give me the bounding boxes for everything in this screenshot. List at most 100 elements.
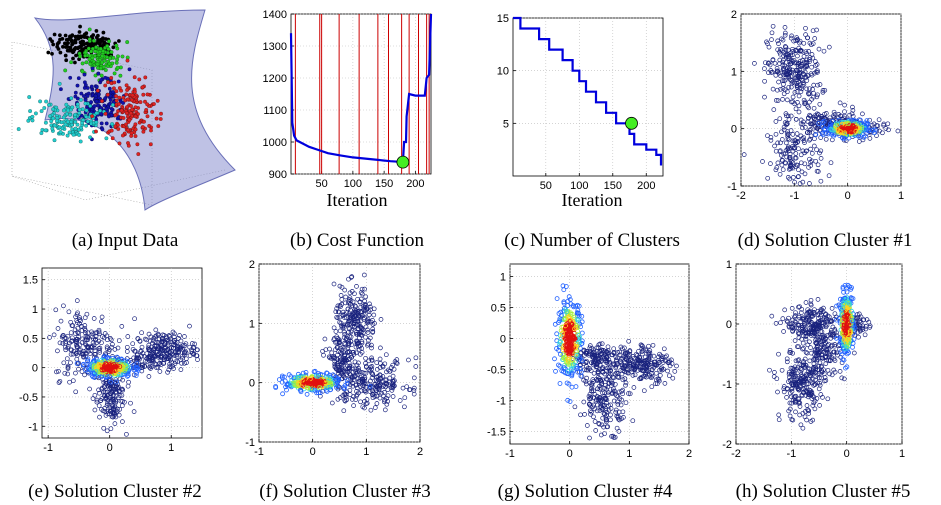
data-point bbox=[51, 116, 56, 121]
data-point bbox=[782, 77, 788, 83]
data-point bbox=[796, 174, 801, 179]
data-point bbox=[776, 79, 781, 85]
data-point bbox=[762, 78, 767, 84]
caption-b: (b) Cost Function bbox=[290, 230, 425, 251]
data-point bbox=[804, 51, 810, 56]
data-point bbox=[141, 129, 146, 134]
data-point bbox=[75, 83, 80, 88]
data-point bbox=[789, 33, 794, 39]
data-point bbox=[129, 133, 134, 138]
data-point bbox=[810, 28, 816, 34]
data-point bbox=[106, 80, 110, 85]
data-point bbox=[73, 45, 78, 50]
data-point bbox=[85, 35, 89, 40]
y-tick-label: 1 bbox=[726, 259, 732, 271]
data-point bbox=[779, 36, 784, 42]
data-point bbox=[817, 82, 823, 87]
data-point bbox=[120, 54, 125, 59]
data-point bbox=[121, 95, 126, 100]
data-point bbox=[38, 99, 42, 104]
data-point bbox=[784, 113, 789, 119]
data-point bbox=[794, 162, 800, 168]
data-point bbox=[94, 120, 99, 125]
data-point bbox=[895, 128, 901, 134]
data-point bbox=[796, 167, 801, 173]
data-point bbox=[801, 54, 807, 59]
data-point bbox=[791, 38, 797, 44]
data-point bbox=[115, 57, 119, 62]
data-point bbox=[69, 96, 74, 101]
data-point bbox=[810, 87, 815, 92]
data-point bbox=[790, 144, 795, 149]
data-point bbox=[881, 122, 886, 128]
data-point bbox=[140, 125, 145, 129]
data-point bbox=[95, 103, 100, 108]
data-point bbox=[58, 130, 63, 135]
data-point bbox=[90, 114, 94, 119]
data-point bbox=[842, 109, 847, 115]
data-point bbox=[110, 102, 115, 107]
data-point bbox=[150, 109, 155, 114]
data-point bbox=[78, 54, 82, 59]
data-point bbox=[109, 75, 114, 80]
data-point bbox=[880, 130, 885, 136]
y-tick-label: 0.5 bbox=[491, 302, 506, 314]
data-point bbox=[78, 97, 83, 102]
data-point bbox=[819, 114, 824, 120]
data-point bbox=[49, 119, 54, 124]
data-point bbox=[804, 86, 810, 92]
data-point bbox=[125, 88, 129, 92]
data-point bbox=[818, 178, 824, 184]
data-point bbox=[103, 68, 108, 72]
data-point bbox=[114, 89, 119, 94]
data-point bbox=[127, 118, 132, 122]
data-point bbox=[794, 67, 800, 73]
data-point bbox=[797, 63, 803, 69]
data-point bbox=[786, 166, 792, 172]
data-point bbox=[39, 131, 44, 136]
data-point bbox=[71, 56, 75, 61]
data-point bbox=[125, 40, 130, 44]
data-point bbox=[807, 129, 812, 135]
data-point bbox=[768, 68, 774, 73]
data-point bbox=[815, 92, 820, 98]
data-point bbox=[68, 112, 72, 117]
data-point bbox=[110, 136, 115, 141]
data-point bbox=[800, 148, 806, 154]
data-point bbox=[114, 98, 119, 103]
data-point bbox=[860, 111, 865, 117]
y-tick-label: 1 bbox=[32, 304, 38, 316]
data-point bbox=[813, 69, 819, 75]
data-point bbox=[796, 93, 802, 99]
data-point bbox=[63, 53, 68, 58]
data-point bbox=[802, 101, 807, 106]
y-tick-label: 1400 bbox=[263, 9, 287, 21]
data-point bbox=[133, 114, 138, 119]
data-point bbox=[95, 88, 100, 93]
data-point bbox=[112, 71, 117, 76]
data-point bbox=[91, 38, 96, 43]
data-point bbox=[801, 119, 806, 125]
data-point bbox=[805, 104, 811, 109]
data-point bbox=[781, 91, 787, 97]
data-point bbox=[826, 44, 832, 50]
plot-frame-d bbox=[740, 13, 902, 187]
data-point bbox=[34, 111, 38, 116]
data-point bbox=[112, 80, 117, 85]
data-point bbox=[78, 24, 82, 29]
data-point bbox=[780, 158, 785, 163]
x-tick-label: 2 bbox=[686, 448, 692, 460]
data-point bbox=[768, 134, 774, 140]
selected-point bbox=[625, 116, 638, 130]
data-point bbox=[796, 109, 802, 115]
data-point bbox=[814, 168, 820, 174]
data-point bbox=[807, 57, 812, 62]
data-point bbox=[781, 67, 787, 73]
data-point bbox=[78, 139, 83, 144]
data-point bbox=[842, 102, 847, 108]
data-point bbox=[814, 111, 820, 117]
data-point bbox=[143, 99, 147, 104]
data-point bbox=[885, 121, 891, 127]
data-point bbox=[145, 114, 150, 119]
